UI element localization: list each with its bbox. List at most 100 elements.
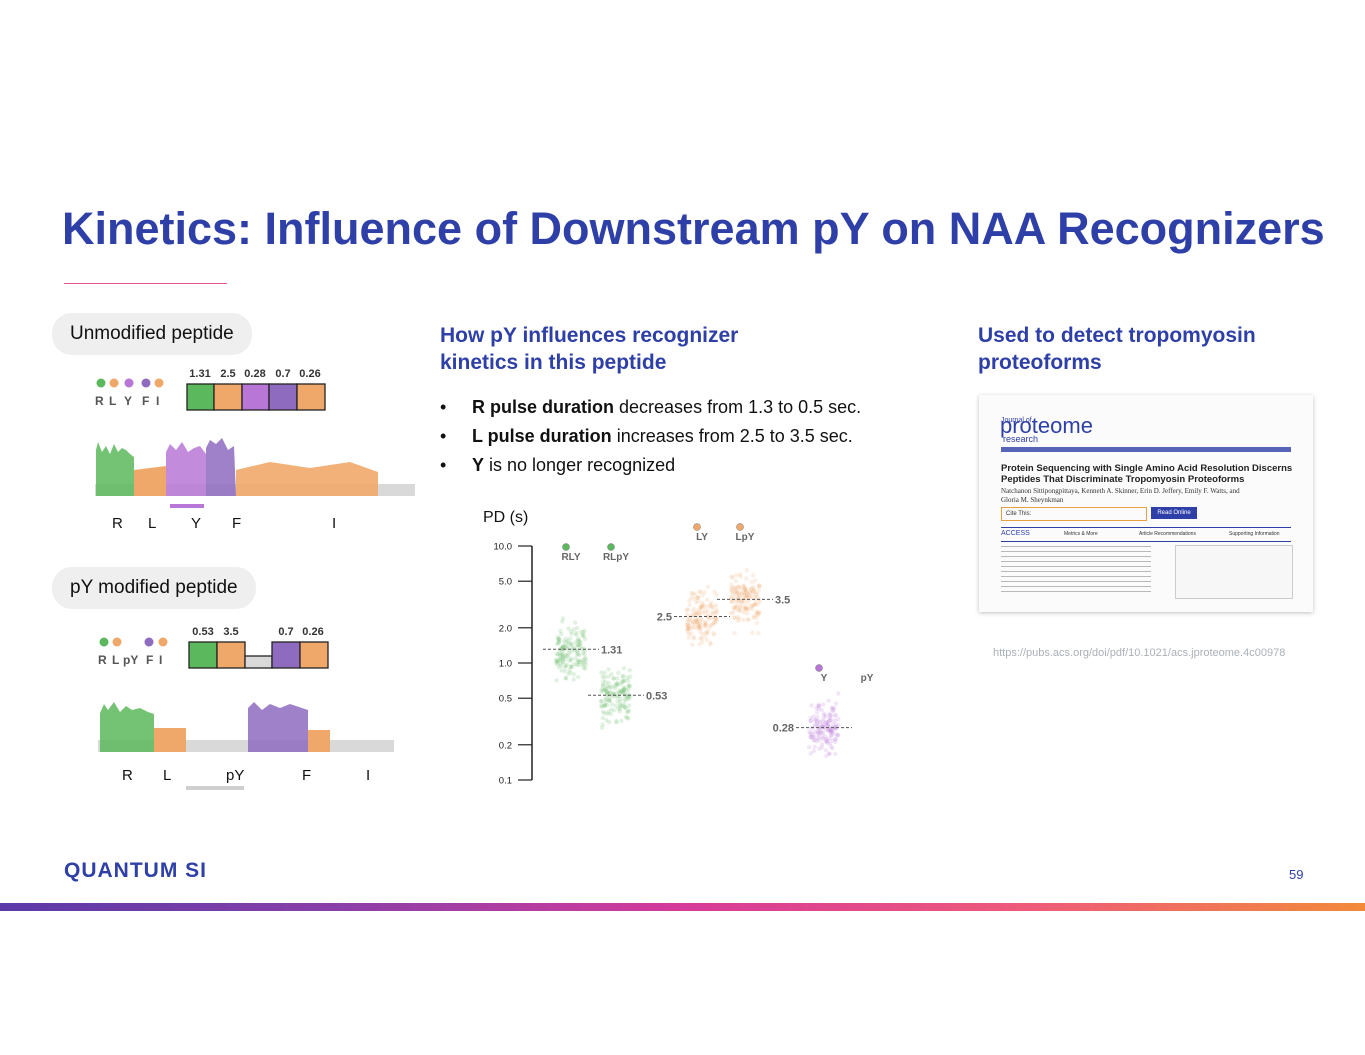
data-point bbox=[712, 616, 717, 621]
data-point bbox=[623, 698, 629, 703]
data-point bbox=[825, 721, 830, 727]
data-point bbox=[686, 627, 692, 632]
data-point bbox=[808, 731, 813, 736]
data-point bbox=[830, 721, 836, 726]
data-point bbox=[599, 725, 605, 730]
data-point bbox=[607, 694, 612, 700]
data-point bbox=[700, 631, 705, 637]
data-point bbox=[737, 595, 742, 600]
data-point bbox=[733, 599, 738, 604]
data-point bbox=[708, 640, 713, 645]
data-point bbox=[690, 614, 695, 619]
data-point bbox=[579, 646, 585, 652]
data-point bbox=[573, 640, 578, 645]
data-point bbox=[574, 632, 579, 637]
data-point bbox=[582, 628, 587, 633]
data-point bbox=[742, 593, 747, 598]
data-point bbox=[625, 709, 630, 715]
data-point bbox=[710, 604, 716, 609]
data-point bbox=[711, 630, 716, 636]
data-point bbox=[833, 701, 839, 706]
metrics-link[interactable]: Metrics & More bbox=[1064, 531, 1098, 537]
data-point bbox=[581, 650, 586, 656]
data-point bbox=[705, 597, 710, 602]
data-point bbox=[750, 607, 755, 612]
data-point bbox=[693, 610, 699, 615]
data-point bbox=[569, 664, 575, 670]
page-number: 59 bbox=[1289, 867, 1304, 882]
data-point bbox=[576, 674, 581, 680]
data-point bbox=[607, 698, 612, 703]
data-point bbox=[821, 702, 826, 707]
data-point bbox=[705, 614, 711, 619]
data-point bbox=[700, 592, 705, 598]
data-point bbox=[689, 631, 694, 636]
data-point bbox=[751, 586, 756, 592]
group-dot bbox=[562, 543, 570, 551]
data-point bbox=[736, 585, 742, 590]
data-point bbox=[692, 596, 697, 602]
data-point bbox=[744, 576, 749, 581]
data-point bbox=[824, 719, 829, 725]
data-point bbox=[815, 715, 820, 720]
data-point bbox=[711, 611, 716, 616]
data-point bbox=[702, 611, 707, 616]
data-point bbox=[754, 620, 759, 626]
data-point bbox=[559, 631, 564, 637]
group-label: RLpY bbox=[603, 552, 629, 563]
mseq-f: F bbox=[146, 653, 153, 667]
data-point bbox=[694, 612, 700, 617]
data-point bbox=[620, 690, 626, 696]
data-point bbox=[557, 649, 562, 654]
data-point bbox=[615, 683, 620, 688]
supporting-link[interactable]: Supporting Information bbox=[1229, 531, 1280, 537]
data-point bbox=[745, 592, 750, 597]
data-point bbox=[559, 668, 564, 673]
data-point bbox=[714, 607, 719, 612]
data-point bbox=[695, 595, 701, 600]
data-point bbox=[626, 687, 631, 692]
data-point bbox=[820, 736, 826, 742]
data-point bbox=[622, 678, 627, 683]
data-point bbox=[751, 573, 756, 578]
paper-authors: Natchanon Sittipongpittaya, Kenneth A. S… bbox=[1001, 487, 1240, 504]
data-point bbox=[573, 620, 578, 625]
data-point bbox=[611, 691, 616, 696]
data-point bbox=[825, 740, 830, 746]
data-point bbox=[827, 736, 832, 741]
paper-url[interactable]: https://pubs.acs.org/doi/pdf/10.1021/acs… bbox=[993, 647, 1286, 659]
seq-f: F bbox=[142, 394, 149, 408]
mtrace-label-i: I bbox=[366, 767, 371, 784]
data-point bbox=[560, 644, 566, 649]
data-point bbox=[824, 739, 829, 744]
data-point bbox=[694, 619, 700, 624]
data-point bbox=[554, 658, 559, 664]
data-point bbox=[743, 595, 748, 600]
mseq-py: pY bbox=[123, 653, 138, 667]
data-point bbox=[684, 612, 690, 617]
data-point bbox=[693, 611, 698, 617]
data-point bbox=[573, 630, 579, 636]
data-point bbox=[813, 717, 818, 722]
modified-peptide-label: pY modified peptide bbox=[52, 567, 256, 609]
read-online-button[interactable]: Read Online bbox=[1151, 507, 1197, 519]
data-point bbox=[812, 744, 818, 750]
data-point bbox=[754, 615, 759, 620]
data-point bbox=[738, 608, 744, 613]
group-label: Y bbox=[821, 673, 828, 684]
data-point bbox=[695, 617, 700, 622]
data-point bbox=[614, 720, 619, 725]
data-point bbox=[604, 697, 609, 702]
data-point bbox=[560, 644, 566, 650]
data-point bbox=[699, 609, 704, 615]
data-point bbox=[708, 603, 714, 608]
data-point bbox=[553, 661, 559, 666]
data-point bbox=[749, 604, 754, 609]
data-point bbox=[811, 748, 816, 754]
data-point bbox=[698, 604, 703, 610]
data-point bbox=[686, 635, 691, 640]
recommendations-link[interactable]: Article Recommendations bbox=[1139, 531, 1196, 537]
slide-title: Kinetics: Influence of Downstream pY on … bbox=[62, 203, 1325, 254]
paper-thumbnail[interactable]: Journal of proteome research Protein Seq… bbox=[979, 395, 1313, 612]
data-point bbox=[703, 622, 709, 628]
